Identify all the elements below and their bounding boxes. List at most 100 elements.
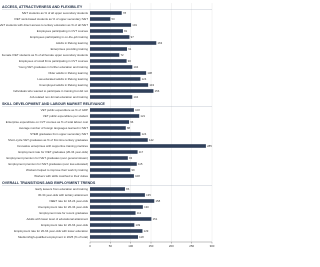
category-label: Female IVET students as % of all female …	[2, 53, 89, 57]
bar	[90, 41, 157, 45]
value-label: 121	[140, 114, 145, 118]
category-label: STEM graduates from upper secondary IVET	[30, 132, 88, 136]
bar	[90, 11, 122, 15]
category-label: 30-34 year-olds with tertiary attainment	[38, 193, 88, 197]
bar	[90, 132, 141, 136]
bar	[90, 235, 138, 239]
bar	[90, 65, 133, 69]
value-label: 156	[155, 89, 160, 93]
bar	[90, 108, 134, 112]
category-label: Workers helped to improve their work by …	[26, 168, 88, 172]
x-tick-label: 100	[128, 244, 133, 248]
value-label: 163	[157, 41, 162, 45]
bar	[90, 59, 127, 63]
bar	[90, 89, 154, 93]
section-title: OVERALL TRANSITIONS AND EMPLOYMENT TREND…	[2, 181, 96, 185]
value-label: 124	[142, 77, 147, 81]
category-label: Adults in lifelong learning	[56, 41, 89, 45]
category-label: Enterprise expenditure on CVT courses as…	[6, 120, 88, 124]
value-label: 91	[128, 47, 132, 51]
value-label: 78	[123, 11, 127, 15]
value-label: 124	[142, 132, 147, 136]
category-label: Employees participating in CVT courses	[37, 29, 89, 33]
category-label: Adults with lower level of educational a…	[26, 217, 88, 221]
category-label: Employment premium for IVET graduates (o…	[6, 156, 88, 160]
bar	[90, 223, 135, 227]
value-label: 158	[155, 199, 160, 203]
value-label: 104	[133, 95, 138, 99]
category-label: IVET students as % of all upper secondar…	[22, 11, 89, 15]
value-label: 96	[130, 120, 134, 124]
bar	[90, 35, 130, 39]
x-tick-label: 0	[89, 244, 91, 248]
value-label: 109	[136, 223, 141, 227]
chart: 0 50 100 150 200 250 300 ACCESS, ATTRACTIVENESS…	[0, 3, 215, 248]
bar	[90, 199, 155, 203]
bar	[90, 95, 133, 99]
category-label: Employees participating in on-the-job tr…	[30, 35, 88, 39]
bar	[90, 205, 143, 209]
value-label: 142	[149, 138, 154, 142]
category-label: Unemployed adults in lifelong learning	[39, 83, 88, 87]
category-label: Individuals who wanted to participate in…	[13, 89, 88, 93]
category-label: Medium/high-qualified employment in 2025…	[18, 235, 88, 239]
category-label: Employment rate for recent graduates	[39, 211, 88, 215]
value-label: 99	[131, 168, 135, 172]
category-label: Short-cycle VET graduates as % of first …	[8, 138, 89, 142]
bar	[90, 229, 143, 233]
bar	[90, 120, 130, 124]
category-label: IVET students with direct access to tert…	[0, 23, 88, 27]
value-label: 117	[139, 150, 144, 154]
section-title: ACCESS, ATTRACTIVENESS AND FLEXIBILITY	[2, 5, 83, 9]
value-label: 135	[146, 193, 151, 197]
value-label: 112	[137, 211, 142, 215]
category-label: Innovative enterprises with supportive t…	[17, 144, 89, 148]
value-label: 81	[124, 29, 128, 33]
x-tick-label: 50	[109, 244, 113, 248]
value-label: 115	[138, 162, 143, 166]
value-label: 104	[133, 65, 138, 69]
category-label: IVET work-based students as % of upper s…	[14, 17, 88, 21]
category-label: Employment premium for IVET graduates (o…	[9, 162, 89, 166]
category-label: NEET rate for 18-24 year-olds	[49, 199, 88, 203]
category-label: VET public expenditure as % of GDP	[41, 108, 88, 112]
category-label: Young VET graduates in further education…	[18, 65, 88, 69]
value-label: 72	[120, 53, 124, 57]
bar	[90, 211, 136, 215]
value-label: 151	[153, 217, 158, 221]
value-label: 143	[149, 83, 154, 87]
bar	[90, 217, 152, 221]
value-label: 129	[144, 229, 149, 233]
bar	[90, 114, 140, 118]
value-label: 130	[144, 205, 149, 209]
bar	[90, 77, 141, 81]
category-label: Older adults in lifelong learning	[48, 71, 88, 75]
value-label: 108	[135, 108, 140, 112]
value-label: 86	[126, 187, 130, 191]
category-label: Average number of foreign languages lear…	[19, 126, 88, 130]
bar	[90, 47, 128, 51]
x-tick-label: 250	[189, 244, 194, 248]
value-label: 88	[127, 126, 131, 130]
category-label: Early leavers from education and trainin…	[35, 187, 88, 191]
bar	[90, 174, 134, 178]
bar	[90, 193, 145, 197]
bar	[90, 71, 147, 75]
bar	[90, 168, 131, 172]
bar	[90, 126, 126, 130]
value-label: 138	[147, 71, 152, 75]
x-tick-label: 150	[149, 244, 154, 248]
value-label: 108	[135, 174, 140, 178]
value-label: 285	[207, 144, 212, 148]
category-label: Job-related non-formal education and tra…	[30, 95, 89, 99]
bar	[90, 29, 123, 33]
category-label: Employment rate for IVET graduates (20-3…	[18, 150, 88, 154]
bar	[90, 83, 149, 87]
value-label: 50	[112, 17, 116, 21]
bar	[90, 162, 137, 166]
bar	[90, 17, 111, 21]
section-title: SKILL DEVELOPMENT AND LABOUR MARKET RELE…	[2, 102, 106, 106]
bar	[90, 53, 120, 57]
value-label: 97	[131, 35, 135, 39]
category-label: Employment rate for 20-64 year-olds	[41, 223, 88, 227]
